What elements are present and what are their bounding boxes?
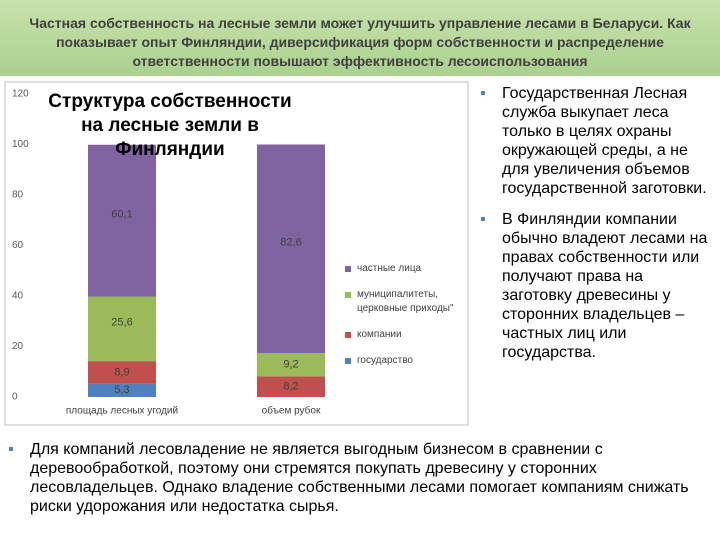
legend-swatch	[345, 266, 351, 272]
x-tick-label: объем рубок	[262, 405, 321, 417]
legend: частные лица муниципалитеты, церковные пр…	[345, 262, 465, 380]
data-label: 5,3	[114, 384, 129, 396]
y-tick-label: 80	[12, 190, 24, 201]
bar-segment	[257, 353, 325, 377]
legend-item: государство	[345, 354, 465, 368]
slide-title: Частная собственность на лесные земли мо…	[29, 15, 691, 69]
data-label: 9,2	[283, 359, 298, 371]
data-label: 82,6	[280, 237, 301, 249]
bar-segment	[88, 144, 156, 297]
legend-swatch	[345, 332, 351, 338]
bullet: Для компаний лесовладение не является вы…	[8, 440, 708, 516]
data-label: 60,1	[111, 209, 132, 221]
header: Частная собственность на лесные земли мо…	[0, 0, 720, 76]
bar-segment	[88, 361, 156, 384]
legend-item: муниципалитеты, церковные приходы"	[345, 288, 465, 316]
chart-frame	[4, 81, 469, 426]
y-tick-label: 40	[12, 291, 24, 302]
y-tick-label: 120	[12, 89, 29, 100]
chart-title: Структура собственности на лесные земли …	[48, 91, 292, 160]
bar-segment	[257, 376, 325, 397]
right-bullets: Государственная Лесная служба выкупает л…	[480, 84, 716, 374]
legend-swatch	[345, 358, 351, 364]
y-tick-label: 60	[12, 240, 24, 251]
data-label: 8,9	[114, 366, 129, 378]
bottom-bullets: Для компаний лесовладение не является вы…	[8, 440, 708, 528]
bar-segment	[257, 144, 325, 354]
y-tick-label: 0	[12, 392, 18, 403]
y-tick-label: 100	[12, 139, 29, 150]
legend-item: компании	[345, 328, 465, 342]
legend-item: частные лица	[345, 262, 465, 276]
bar-segment	[88, 383, 156, 397]
bullet: В Финляндии компании обычно владеют леса…	[480, 210, 716, 362]
bar-segment	[88, 296, 156, 362]
legend-label: частные лица	[357, 263, 422, 274]
y-tick-label: 20	[12, 341, 24, 352]
data-label: 25,6	[111, 317, 132, 329]
data-label: 8,2	[283, 381, 298, 393]
legend-label: государство	[357, 355, 413, 366]
bullet: Государственная Лесная служба выкупает л…	[480, 84, 716, 198]
x-tick-label: площадь лесных угодий	[66, 406, 178, 417]
legend-swatch	[345, 292, 351, 298]
legend-label: муниципалитеты, церковные приходы"	[357, 289, 454, 314]
legend-label: компании	[357, 329, 402, 340]
